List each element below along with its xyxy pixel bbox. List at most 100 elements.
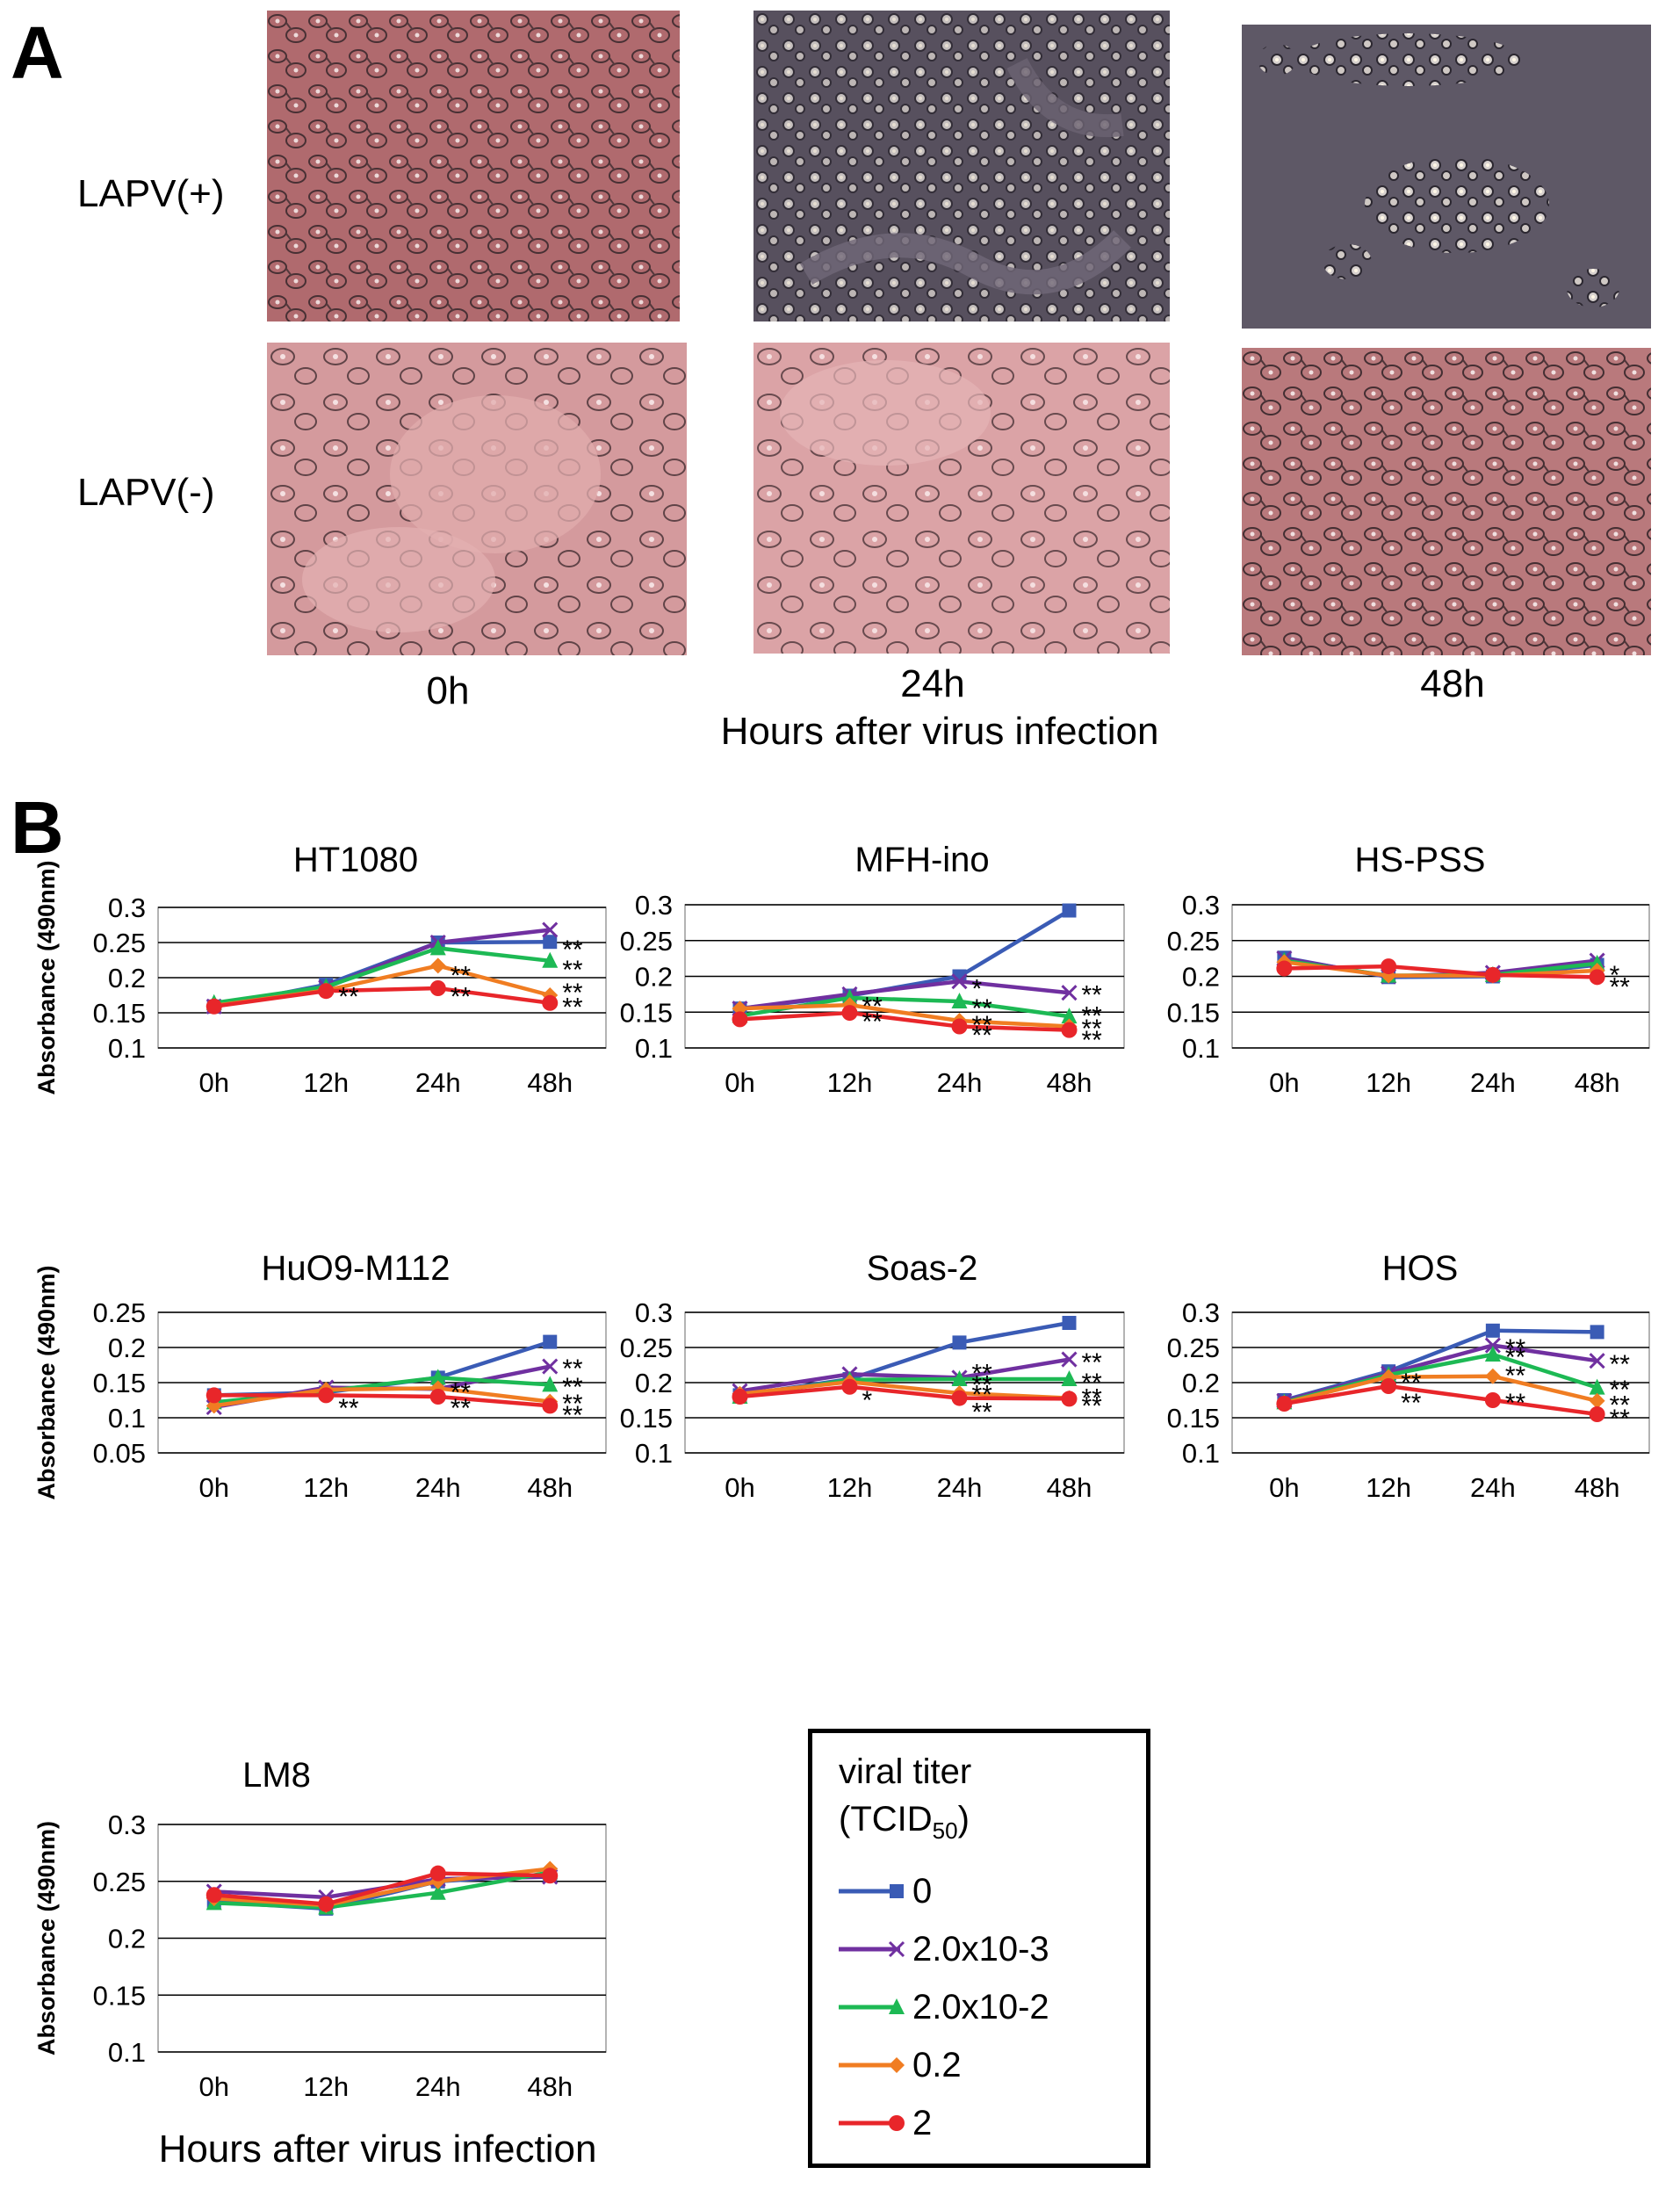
- data-point: [429, 1369, 446, 1385]
- micrograph-lapv-plus-24h-image: [753, 11, 1170, 321]
- legend-marker: [889, 2057, 905, 2073]
- data-point: [429, 1389, 446, 1405]
- y-tick-label: 0.05: [93, 1438, 146, 1469]
- significance-annotation: **: [1082, 1026, 1103, 1055]
- x-tick-label: 24h: [937, 1067, 983, 1098]
- significance-annotation: **: [1610, 1350, 1631, 1379]
- significance-annotation: **: [451, 962, 472, 991]
- significance-annotation: **: [562, 993, 583, 1022]
- legend-label-0-2: 0.2: [912, 2046, 962, 2084]
- data-point: [1485, 1323, 1500, 1338]
- y-tick-label: 0.1: [635, 1033, 673, 1064]
- series-line: [1284, 1383, 1597, 1417]
- significance-annotation: **: [1082, 1015, 1103, 1044]
- x-tick-label: 24h: [1470, 1472, 1516, 1503]
- significance-annotation: *: [862, 1386, 873, 1415]
- x-tick-label: 48h: [527, 1067, 573, 1098]
- legend-key-2.0x10-2: [839, 1998, 905, 2014]
- y-tick-label: 0.25: [1167, 1333, 1220, 1363]
- series-line: [213, 1870, 551, 1910]
- data-point: [205, 1387, 222, 1404]
- data-point: [1061, 1351, 1078, 1368]
- significance-annotation: **: [1082, 1369, 1103, 1398]
- series-line: [213, 946, 551, 1006]
- chart-title: HT1080: [293, 841, 418, 879]
- x-tick-label: 48h: [527, 2071, 573, 2102]
- data-point: [318, 1387, 335, 1404]
- significance-annotation: **: [451, 983, 472, 1012]
- significance-annotation: **: [1610, 1391, 1631, 1420]
- legend-title-tcid: (TCID: [839, 1800, 933, 1839]
- significance-annotation: **: [1505, 1334, 1526, 1363]
- data-point: [318, 983, 335, 1000]
- data-point: [841, 1005, 858, 1022]
- micrograph-lapv-plus-0h: [267, 11, 680, 321]
- data-point: [542, 994, 559, 1011]
- data-point: [429, 957, 446, 974]
- series-2: [1276, 958, 1605, 986]
- time-label-24h: 24h: [900, 662, 965, 705]
- x-tick-label: 0h: [725, 1472, 754, 1503]
- y-tick-label: 0.2: [635, 962, 673, 993]
- significance-annotation: **: [451, 1394, 472, 1423]
- significance-annotation: **: [1082, 981, 1103, 1010]
- legend-marker: [888, 1940, 905, 1958]
- data-point: [951, 1018, 968, 1035]
- chart-soas-2: 0.10.150.20.250.30h 12h 24h 48hSoas-2******…: [620, 1249, 1125, 1503]
- micrograph-lapv-minus-48h-image: [1242, 348, 1651, 655]
- y-tick-label: 0.1: [108, 2037, 146, 2068]
- data-point: [951, 973, 968, 990]
- significance-annotation: **: [562, 979, 583, 1008]
- x-tick-label: 24h: [937, 1472, 983, 1503]
- series-line: [213, 1386, 551, 1408]
- legend-title-line1: viral titer: [839, 1752, 972, 1791]
- chart-title: HS-PSS: [1355, 841, 1486, 879]
- data-point: [951, 1390, 968, 1406]
- y-tick-label: 0.1: [1182, 1438, 1220, 1469]
- panel-b-x-caption: Hours after virus infection: [158, 2128, 597, 2171]
- y-tick-label: 0.15: [93, 998, 146, 1029]
- series-2: [205, 1387, 559, 1414]
- y-tick-label: 0.25: [1167, 926, 1220, 957]
- series-2: [732, 1005, 1078, 1038]
- legend-marker: [889, 1998, 905, 2014]
- data-point: [841, 1378, 858, 1395]
- data-point: [1484, 1368, 1501, 1384]
- x-tick-label: 48h: [1047, 1067, 1092, 1098]
- legend-label-2: 2: [912, 2104, 933, 2142]
- legend-key-2.0x10-3: [839, 1940, 905, 1958]
- series-line: [213, 1871, 551, 1906]
- data-point: [732, 1011, 748, 1028]
- data-point: [429, 980, 446, 996]
- significance-annotation: **: [862, 993, 883, 1022]
- y-axis-label: Absorbance (490nm): [33, 860, 60, 1094]
- data-point: [429, 939, 446, 956]
- data-point: [1381, 1378, 1397, 1394]
- significance-annotation: **: [862, 1008, 883, 1037]
- panel-b-letter: B: [11, 786, 64, 869]
- y-tick-label: 0.2: [108, 1924, 146, 1954]
- y-tick-label: 0.3: [108, 892, 146, 923]
- series-line: [739, 1357, 1070, 1393]
- significance-annotation: **: [1610, 1376, 1631, 1405]
- significance-annotation: **: [338, 983, 359, 1012]
- x-tick-label: 24h: [1470, 1067, 1516, 1098]
- data-point: [542, 1358, 559, 1375]
- data-point: [1484, 1392, 1501, 1408]
- series-line: [739, 1379, 1070, 1400]
- legend-title-tcid-sub: 50: [932, 1817, 958, 1844]
- series-line: [213, 1393, 551, 1408]
- series-2: [205, 1865, 559, 1912]
- x-tick-label: 24h: [415, 2071, 461, 2102]
- row-label-lapv-minus: LAPV(-): [77, 471, 215, 514]
- legend-marker: [889, 2115, 905, 2131]
- data-point: [732, 1389, 748, 1405]
- data-point: [1589, 1353, 1605, 1369]
- chart-title: HuO9-M112: [262, 1249, 451, 1288]
- legend-key-0: [839, 1884, 904, 1898]
- x-tick-label: 12h: [303, 1067, 349, 1098]
- series-2.0x10-3: [205, 1358, 559, 1416]
- y-axis-label: Absorbance (490nm): [33, 1265, 60, 1499]
- data-point: [1484, 966, 1501, 983]
